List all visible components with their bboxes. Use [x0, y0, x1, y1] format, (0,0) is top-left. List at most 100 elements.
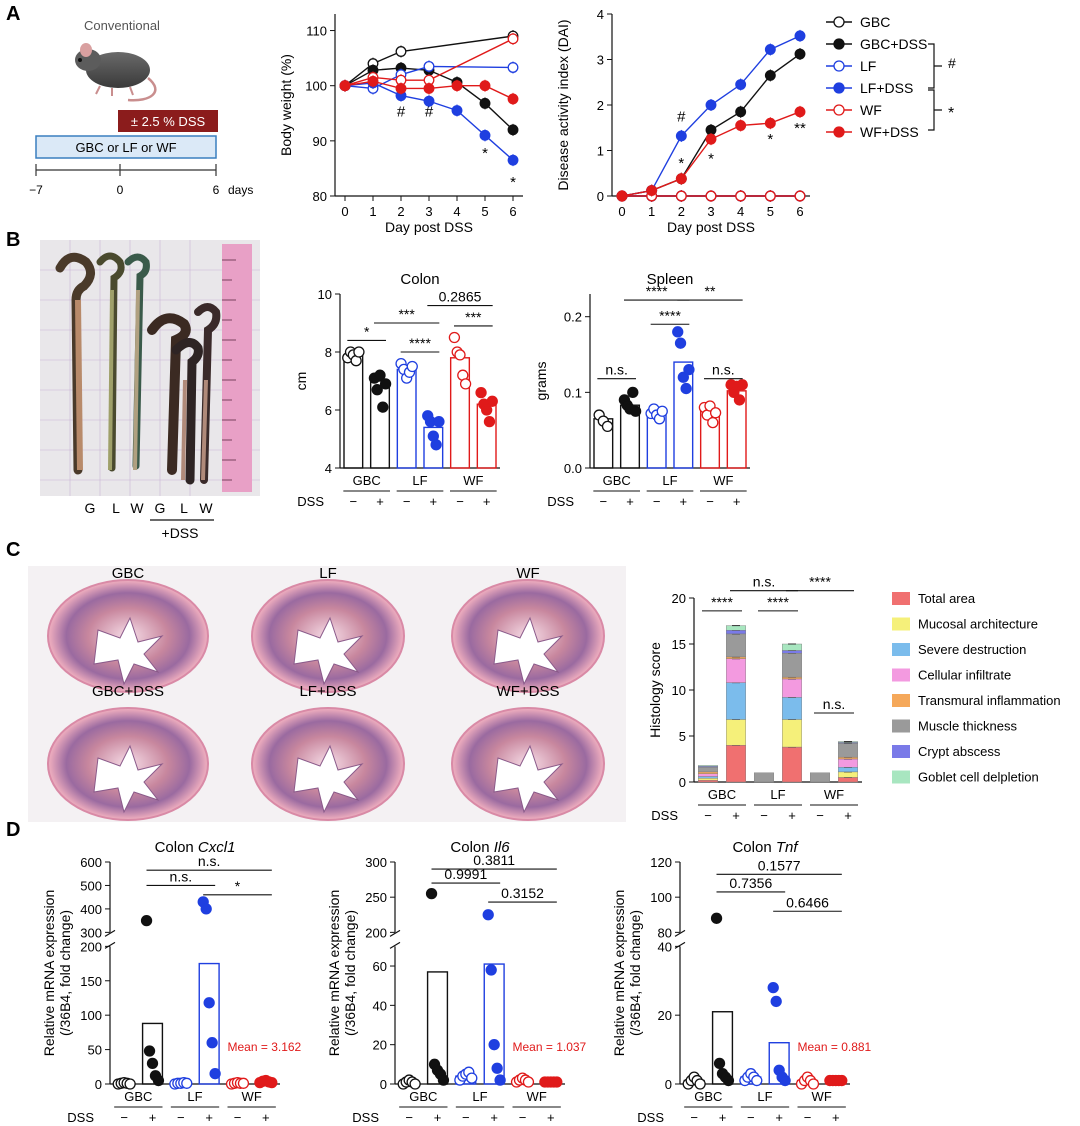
dss-sign: + — [775, 1110, 783, 1125]
y-tick-label: 8 — [325, 345, 332, 360]
y-axis-label: grams — [533, 362, 549, 401]
y-tick-label: 150 — [80, 974, 102, 989]
data-point — [675, 173, 687, 185]
chart-title: Colon — [400, 271, 439, 288]
x-tick-label: 2 — [678, 204, 685, 219]
group-label: LF — [662, 473, 677, 488]
x-tick-label: 0 — [618, 204, 625, 219]
y-axis-label: cm — [293, 372, 309, 391]
data-point — [627, 386, 639, 398]
dss-sign: + — [490, 1110, 498, 1125]
y-tick-label: 60 — [373, 959, 387, 974]
dss-box — [118, 110, 218, 132]
significance-mark: # — [425, 104, 434, 121]
colon-specimen-lf — [96, 252, 125, 472]
tissue-lumen — [93, 616, 164, 686]
data-point — [794, 190, 806, 202]
significance-mark: * — [482, 145, 488, 162]
tissue-lumen — [493, 616, 564, 686]
dss-sign: − — [405, 1110, 413, 1125]
data-point — [794, 106, 806, 118]
data-point — [794, 48, 806, 60]
data-point — [764, 117, 776, 129]
stack-segment-muscle-thickness — [782, 653, 803, 678]
histology-images: GBC LF WF GBC+DSS LF+DSS WF+DSS — [28, 565, 626, 822]
data-point — [237, 1077, 250, 1089]
significance-label: 0.3152 — [501, 885, 544, 901]
significance-label: n.s. — [712, 362, 735, 378]
x-tick-label: 3 — [425, 204, 432, 219]
group-label: GBC — [353, 473, 381, 488]
stack-segment-muscle-thickness — [754, 772, 775, 783]
significance-label: n.s. — [198, 853, 221, 869]
y-tick-label: 250 — [365, 890, 387, 905]
data-point — [705, 99, 717, 111]
data-point — [675, 130, 687, 142]
data-point — [507, 154, 519, 166]
group-label: GBC — [409, 1089, 437, 1104]
mean-label: Mean = 1.037 — [513, 1040, 587, 1054]
x-tick-label: 4 — [453, 204, 460, 219]
data-point — [374, 369, 386, 381]
data-point — [454, 349, 466, 361]
legend-swatch — [892, 694, 910, 707]
stack-segment-muscle-thickness — [810, 772, 831, 783]
data-point — [616, 190, 628, 202]
colon-specimen-wf-dss — [194, 303, 221, 484]
stack-segment-severe-destruction — [838, 767, 859, 773]
y-tick-label: 0 — [665, 1077, 672, 1092]
bar — [396, 368, 417, 469]
y-tick-label: 3 — [597, 53, 604, 68]
data-point — [646, 185, 658, 196]
dss-row-label: DSS — [352, 1110, 379, 1125]
significance-label: 0.3811 — [473, 852, 515, 868]
y-tick-label: 0.1 — [564, 385, 582, 400]
data-point — [836, 1074, 848, 1087]
data-point — [507, 62, 519, 73]
legend-label: Goblet cell delpletion — [918, 770, 1039, 785]
colon-specimen-gbc — [55, 252, 95, 475]
dss-sign: + — [376, 494, 384, 509]
group-label: WF — [713, 473, 733, 488]
panel-letter-c: C — [6, 539, 20, 561]
axis-break-mark — [389, 929, 401, 937]
dss-sign: − — [704, 808, 712, 823]
y-tick-label: 300 — [80, 925, 102, 940]
dss-sign: − — [760, 808, 768, 823]
bar — [426, 971, 449, 1085]
y-tick-label: 50 — [88, 1043, 102, 1058]
legend-marker — [833, 126, 845, 138]
x-tick-label: 0 — [341, 204, 348, 219]
dss-sign: − — [690, 1110, 698, 1125]
axis-break-mark — [674, 941, 686, 949]
y-tick-label: 4 — [597, 7, 604, 22]
legend-label: WF — [860, 102, 882, 118]
photo-label-l-dss: L — [180, 500, 188, 516]
legend-label: Muscle thickness — [918, 719, 1017, 734]
dss-sign: + — [149, 1110, 157, 1125]
stack-segment-severe-destruction — [782, 697, 803, 720]
histology-label: GBC — [112, 565, 145, 582]
dss-row-label: DSS — [651, 808, 678, 823]
y-tick-label: 20 — [672, 591, 686, 606]
y-tick-label: 110 — [306, 24, 327, 39]
dss-row-label: DSS — [297, 494, 324, 509]
legend-marker — [833, 104, 845, 116]
data-point — [451, 80, 463, 92]
significance-label: * — [364, 323, 370, 339]
significance-label: **** — [711, 594, 733, 610]
stack-segment-mucosal-architecture — [698, 778, 719, 781]
photo-label-w: W — [130, 500, 144, 516]
dss-sign: − — [519, 1110, 527, 1125]
mean-label: Mean = 0.881 — [798, 1040, 872, 1054]
data-point — [494, 1074, 506, 1086]
y-axis-label-line2: (/36B4, fold change) — [342, 910, 358, 1036]
stack-segment-cellular-infiltrate — [698, 773, 719, 777]
legend-label: LF+DSS — [860, 80, 913, 96]
data-point — [656, 405, 668, 417]
significance-mark: # — [677, 108, 686, 125]
histology-label: WF — [516, 565, 539, 582]
data-point — [209, 1068, 221, 1080]
y-tick-label: 40 — [373, 998, 387, 1013]
